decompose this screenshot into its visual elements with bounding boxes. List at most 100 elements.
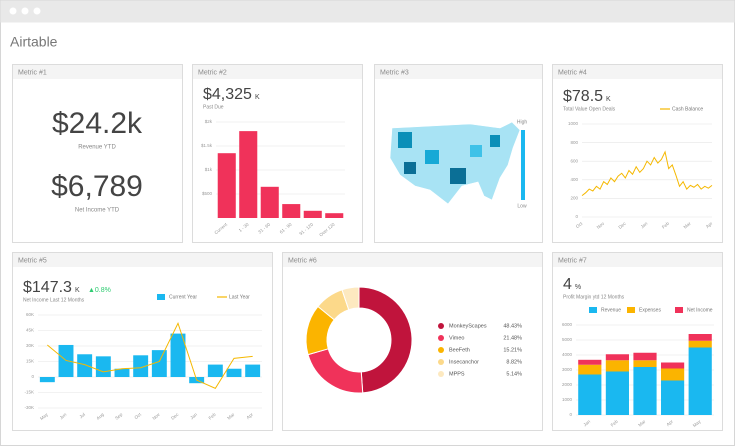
bar [260, 186, 279, 218]
bar-segment [578, 359, 602, 365]
panel-header [193, 65, 362, 79]
map-land [389, 121, 521, 205]
y-tick-label: 0 [569, 412, 572, 417]
x-tick-label: Mar [637, 419, 647, 428]
kpi-unit: K [606, 96, 611, 103]
y-tick-label: 5000 [562, 337, 573, 342]
x-tick-label: Jan [582, 419, 591, 428]
bar-segment [578, 374, 602, 415]
legend-label: Insecanchor [449, 359, 479, 365]
legend-label: Cash Balance [672, 106, 703, 112]
y-tick-label: 4000 [562, 352, 573, 357]
map-region [470, 145, 482, 157]
bar-segment [661, 362, 685, 369]
window-dot[interactable] [21, 7, 29, 15]
value-label: 48.43% [503, 323, 522, 329]
us-map [389, 121, 525, 205]
bar-segment [605, 371, 629, 415]
legend-swatch [438, 371, 444, 377]
legend-label: Last Year [229, 294, 250, 300]
x-tick-label: Jan [640, 221, 649, 230]
legend-swatch [589, 307, 597, 313]
bar [133, 355, 149, 377]
panel [12, 252, 273, 431]
bar [114, 368, 130, 377]
kpi-value: 4 [563, 276, 572, 293]
y-tick-label: -30K [24, 405, 34, 410]
map-legend-label: High [517, 119, 528, 125]
panel-header [13, 253, 272, 267]
legend-swatch [438, 323, 444, 329]
x-tick-label: Mar [226, 412, 236, 421]
kpi-value: $78.5 [563, 88, 603, 105]
y-tick-label: 0 [31, 374, 34, 379]
y-tick-label: 1000 [562, 397, 573, 402]
legend-label: Revenue [601, 307, 621, 313]
donut-slice [358, 286, 413, 394]
x-tick-label: 1 - 30 [238, 222, 250, 234]
x-tick-label: Feb [208, 412, 218, 421]
kpi-subtitle: Profit Margin ytd 12 Months [563, 294, 625, 300]
x-tick-label: Jun [59, 412, 68, 421]
map-legend-label: Low [517, 203, 527, 209]
bar-segment [688, 347, 712, 415]
panel-title: Metric #4 [558, 69, 587, 76]
bar-segment [633, 360, 657, 367]
legend-swatch [627, 307, 635, 313]
y-tick-label: $2k [205, 119, 213, 124]
bar-segment [633, 367, 657, 415]
legend-swatch [438, 347, 444, 353]
bar [170, 333, 186, 377]
value-label: 8.82% [506, 359, 522, 365]
kpi-unit: % [575, 284, 581, 291]
x-tick-label: Oct [575, 220, 584, 229]
y-tick-label: 1000 [568, 121, 579, 126]
kpi-subtitle: Past Due [203, 104, 224, 110]
value-label: 15.21% [503, 347, 522, 353]
x-tick-label: Nov [596, 220, 606, 229]
window-dot[interactable] [9, 7, 17, 15]
bar-segment [688, 334, 712, 341]
bar [39, 377, 55, 383]
value-label: 5.14% [506, 371, 522, 377]
y-tick-label: 400 [570, 177, 578, 182]
bar-segment [688, 340, 712, 348]
panel-title: Metric #2 [198, 69, 227, 76]
y-tick-label: 3000 [562, 367, 573, 372]
bar [217, 153, 236, 218]
map-region [490, 135, 500, 147]
map-region [398, 132, 412, 148]
bar-segment [633, 352, 657, 361]
panel [12, 64, 183, 243]
x-tick-label: May [39, 411, 49, 421]
bar [303, 210, 322, 218]
panel-title: Metric #6 [288, 257, 317, 264]
window-dot[interactable] [33, 7, 41, 15]
y-tick-label: 0 [575, 214, 578, 219]
panel-header [553, 253, 722, 267]
y-tick-label: 200 [570, 196, 578, 201]
panel-header [553, 65, 722, 79]
bar-segment [578, 364, 602, 375]
panel-header [13, 65, 182, 79]
x-tick-label: Feb [610, 419, 620, 428]
legend-label: Net Income [687, 307, 713, 313]
bar [245, 364, 261, 377]
x-tick-label: Feb [661, 221, 671, 230]
x-tick-label: Apr [245, 412, 254, 421]
bar [95, 356, 111, 377]
map-legend-bar [521, 130, 525, 200]
app-title: Airtable [10, 34, 58, 50]
y-tick-label: 30K [26, 343, 34, 348]
bar [77, 354, 93, 377]
kpi-label: Net Income YTD [75, 208, 120, 214]
bar-segment [661, 380, 685, 415]
y-tick-label: 800 [570, 140, 578, 145]
donut-slice [341, 286, 360, 311]
line [47, 321, 253, 390]
bar [58, 344, 74, 377]
panel-header [375, 65, 542, 79]
x-tick-label: Apr [705, 221, 714, 230]
y-tick-label: 2000 [562, 382, 573, 387]
